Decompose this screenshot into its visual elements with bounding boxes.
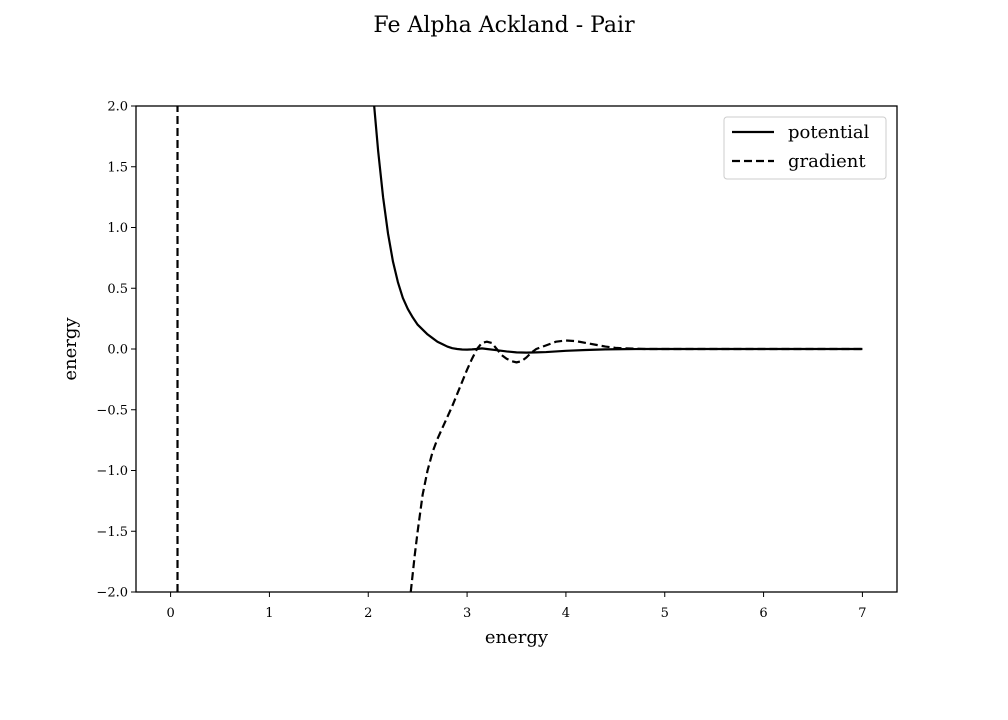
x-tick-label: 5 bbox=[661, 606, 669, 621]
x-tick-label: 4 bbox=[562, 606, 570, 621]
series-line-gradient bbox=[409, 339, 863, 592]
y-tick-label: 1.5 bbox=[107, 160, 128, 175]
x-tick-label: 1 bbox=[265, 606, 273, 621]
legend: potential gradient bbox=[723, 116, 887, 180]
y-tick-label: 2.0 bbox=[107, 100, 128, 115]
plot-frame bbox=[135, 105, 898, 593]
x-tick-label: 2 bbox=[364, 606, 372, 621]
x-axis-label: energy bbox=[485, 627, 549, 648]
y-tick-label: −1.0 bbox=[96, 464, 128, 479]
chart-title: Fe Alpha Ackland - Pair bbox=[373, 13, 635, 38]
x-axis-ticks: 0 1 2 3 4 5 6 7 bbox=[166, 592, 867, 621]
x-tick-label: 6 bbox=[759, 606, 767, 621]
y-tick-label: −2.0 bbox=[96, 586, 128, 601]
series-layer bbox=[176, 106, 863, 592]
y-axis-ticks: −2.0 −1.5 −1.0 −0.5 0.0 0.5 1.0 1.5 2.0 bbox=[96, 100, 136, 601]
legend-gradient-label: gradient bbox=[788, 151, 866, 172]
y-tick-label: −0.5 bbox=[96, 403, 128, 418]
x-tick-label: 7 bbox=[858, 606, 866, 621]
x-tick-label: 0 bbox=[166, 606, 174, 621]
y-tick-label: 0.5 bbox=[107, 282, 128, 297]
x-tick-label: 3 bbox=[463, 606, 471, 621]
y-tick-label: 0.0 bbox=[107, 343, 128, 358]
y-tick-label: 1.0 bbox=[107, 221, 128, 236]
y-axis-label: energy bbox=[60, 317, 81, 381]
legend-potential-label: potential bbox=[788, 122, 870, 143]
y-tick-label: −1.5 bbox=[96, 525, 128, 540]
series-line-potential bbox=[373, 106, 863, 354]
